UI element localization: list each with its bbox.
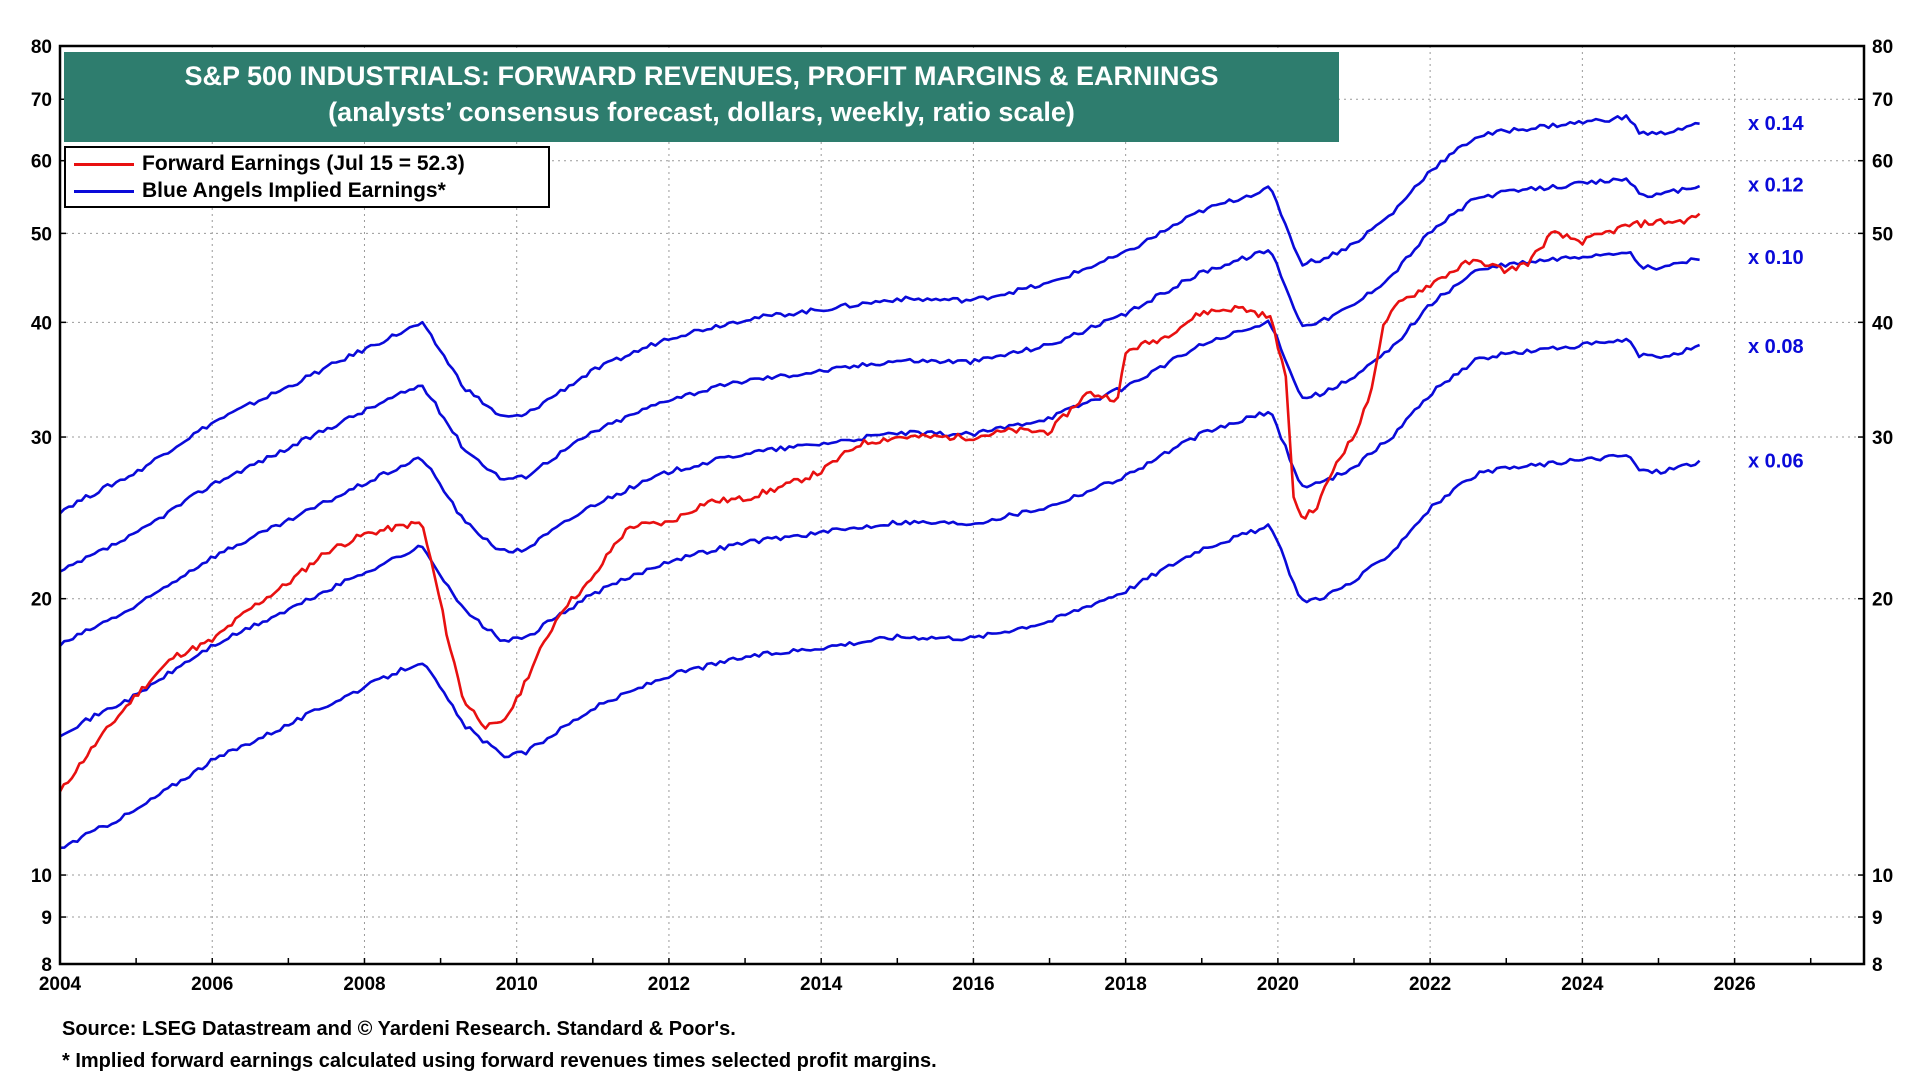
x-tick-2026: 2026 (1713, 974, 1755, 995)
y-tick-left-60: 60 (31, 152, 52, 173)
chart-title-box: S&P 500 INDUSTRIALS: FORWARD REVENUES, P… (64, 52, 1339, 142)
chart-title: S&P 500 INDUSTRIALS: FORWARD REVENUES, P… (184, 61, 1219, 91)
y-tick-left-10: 10 (31, 866, 52, 887)
y-tick-right-30: 30 (1872, 428, 1893, 449)
forward-earnings-line (58, 212, 1701, 793)
y-tick-right-9: 9 (1872, 908, 1883, 929)
legend-label-implied-earnings: Blue Angels Implied Earnings* (142, 179, 446, 202)
implied-earnings-line-0-06 (59, 453, 1701, 850)
legend-swatch-blue (74, 189, 134, 193)
x-tick-2008: 2008 (343, 974, 385, 995)
y-tick-left-8: 8 (41, 955, 52, 976)
x-tick-2016: 2016 (952, 974, 994, 995)
y-tick-left-40: 40 (31, 313, 52, 334)
x-tick-2006: 2006 (191, 974, 233, 995)
x-tick-2014: 2014 (800, 974, 843, 995)
x-tick-2004: 2004 (39, 974, 82, 995)
y-tick-right-60: 60 (1872, 152, 1893, 173)
x-tick-2024: 2024 (1561, 974, 1604, 995)
implied-earnings-line-0-14 (59, 114, 1700, 515)
y-tick-right-20: 20 (1872, 590, 1893, 611)
multiplier-label-0-1: x 0.10 (1748, 247, 1804, 269)
y-tick-left-70: 70 (31, 90, 52, 111)
legend-item-implied-earnings: Blue Angels Implied Earnings* (74, 178, 446, 204)
y-tick-left-9: 9 (41, 908, 52, 929)
y-tick-right-80: 80 (1872, 37, 1893, 58)
y-tick-right-50: 50 (1872, 224, 1893, 245)
x-tick-2010: 2010 (496, 974, 538, 995)
legend-item-forward-earnings: Forward Earnings (Jul 15 = 52.3) (74, 151, 465, 177)
implied-earnings-line-0-08 (59, 337, 1701, 738)
x-tick-2020: 2020 (1257, 974, 1299, 995)
y-tick-right-70: 70 (1872, 90, 1893, 111)
legend-swatch-red (74, 162, 134, 166)
plot-lines (58, 114, 1701, 850)
y-tick-right-10: 10 (1872, 866, 1893, 887)
legend-label-forward-earnings: Forward Earnings (Jul 15 = 52.3) (142, 152, 465, 175)
multiplier-label-0-12: x 0.12 (1748, 174, 1804, 196)
y-tick-left-50: 50 (31, 224, 52, 245)
x-tick-2012: 2012 (648, 974, 690, 995)
y-tick-right-40: 40 (1872, 313, 1893, 334)
x-tick-2018: 2018 (1105, 974, 1147, 995)
implied-earnings-line-0-12 (59, 177, 1701, 573)
y-tick-right-8: 8 (1872, 955, 1883, 976)
axis-ticks: 2004 2006 2008 2010 2012 2014 2016 2018 2020 2022… (31, 37, 1893, 995)
y-tick-left-80: 80 (31, 37, 52, 58)
x-tick-2022: 2022 (1409, 974, 1451, 995)
y-tick-left-30: 30 (31, 428, 52, 449)
plot-frame (58, 44, 1866, 966)
multiplier-label-0-14: x 0.14 (1748, 113, 1804, 135)
footnote: * Implied forward earnings calculated us… (62, 1050, 937, 1072)
source-note: Source: LSEG Datastream and © Yardeni Re… (62, 1018, 736, 1040)
legend: Forward Earnings (Jul 15 = 52.3) Blue An… (64, 146, 550, 208)
y-tick-left-20: 20 (31, 590, 52, 611)
multiplier-label-0-08: x 0.08 (1748, 336, 1804, 358)
implied-earnings-line-0-1 (59, 251, 1700, 647)
chart-subtitle: (analysts’ consensus forecast, dollars, … (328, 97, 1075, 127)
multiplier-labels: x 0.14 x 0.12 x 0.10 x 0.08 x 0.06 (1748, 113, 1804, 473)
multiplier-label-0-06: x 0.06 (1748, 451, 1804, 473)
